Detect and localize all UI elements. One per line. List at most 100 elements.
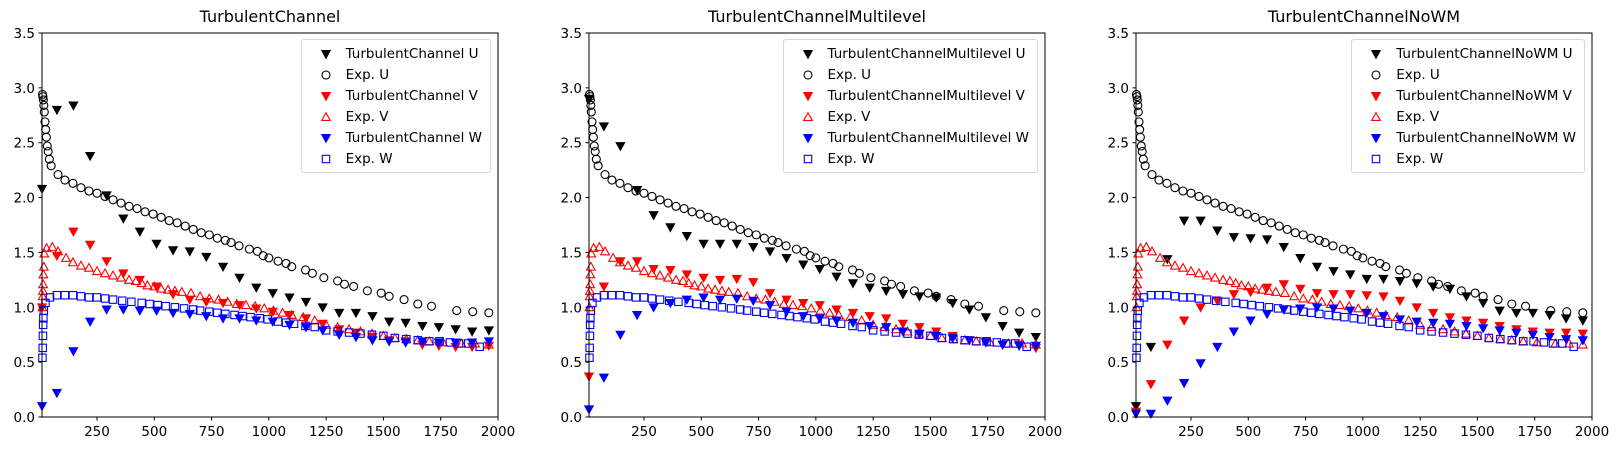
marker-exp-v bbox=[709, 284, 721, 294]
x-tick-label: 1000 bbox=[1346, 424, 1380, 440]
marker-exp-w bbox=[1415, 326, 1425, 335]
marker-exp-w bbox=[1427, 327, 1436, 336]
legend-marker-sim-w-icon bbox=[1356, 127, 1396, 148]
x-tick-label: 1000 bbox=[252, 424, 286, 440]
x-tick-label: 500 bbox=[141, 424, 167, 440]
marker-exp-v bbox=[222, 296, 233, 306]
marker-exp-v bbox=[646, 267, 658, 278]
marker-exp-u bbox=[132, 203, 142, 214]
marker-sim-w bbox=[417, 337, 428, 347]
marker-exp-v bbox=[297, 311, 309, 322]
legend-entry: Exp. W bbox=[306, 148, 482, 169]
marker-sim-w bbox=[731, 294, 742, 304]
marker-exp-v bbox=[584, 285, 596, 295]
marker-exp-u bbox=[1162, 178, 1172, 188]
marker-exp-w bbox=[1473, 331, 1482, 341]
marker-exp-v bbox=[702, 283, 714, 293]
series-sim-v bbox=[1130, 280, 1588, 417]
marker-sim-v bbox=[897, 319, 909, 330]
marker-exp-v bbox=[231, 298, 243, 308]
marker-sim-u bbox=[964, 305, 975, 315]
legend-label: Exp. V bbox=[1396, 108, 1440, 125]
marker-exp-u bbox=[1234, 207, 1244, 217]
marker-exp-w-icon bbox=[1371, 154, 1381, 163]
marker-sim-w bbox=[598, 373, 610, 383]
marker-exp-v bbox=[52, 245, 64, 256]
marker-sim-w bbox=[118, 305, 129, 315]
marker-exp-v bbox=[1169, 260, 1181, 270]
marker-exp-u bbox=[1578, 308, 1588, 318]
legend-label: Exp. W bbox=[345, 150, 393, 167]
marker-exp-w bbox=[1273, 304, 1283, 313]
legend-entry: Exp. V bbox=[306, 106, 482, 127]
marker-exp-v bbox=[1270, 286, 1282, 296]
marker-exp-w bbox=[880, 327, 889, 336]
x-tick-label: 1500 bbox=[366, 424, 400, 440]
legend-entry: TurbulentChannel U bbox=[306, 43, 482, 64]
marker-exp-w bbox=[221, 309, 230, 319]
marker-sim-w bbox=[1328, 304, 1339, 314]
marker-exp-u bbox=[695, 209, 705, 219]
marker-sim-w bbox=[681, 295, 692, 305]
marker-sim-v bbox=[1478, 318, 1489, 328]
marker-exp-w bbox=[117, 296, 127, 305]
marker-exp-u bbox=[140, 207, 150, 217]
marker-exp-w bbox=[655, 295, 665, 304]
legend-label: TurbulentChannel V bbox=[345, 87, 478, 104]
marker-exp-u bbox=[946, 295, 956, 305]
x-tick-label: 1250 bbox=[856, 424, 890, 440]
marker-sim-w bbox=[964, 336, 975, 346]
marker-sim-u bbox=[1013, 328, 1025, 338]
marker-exp-w bbox=[664, 296, 674, 305]
marker-exp-v bbox=[37, 285, 49, 295]
x-tick-label: 2000 bbox=[1028, 424, 1062, 440]
marker-sim-w bbox=[1245, 316, 1256, 326]
legend-label: TurbulentChannelMultilevel U bbox=[827, 45, 1026, 62]
marker-exp-v bbox=[689, 279, 700, 290]
marker-exp-w bbox=[367, 330, 377, 339]
marker-exp-w bbox=[1324, 310, 1333, 320]
marker-exp-u bbox=[1298, 230, 1308, 240]
marker-exp-v bbox=[1316, 296, 1327, 306]
marker-exp-w bbox=[1496, 334, 1505, 344]
marker-sim-u bbox=[615, 142, 626, 152]
marker-sim-u bbox=[450, 325, 461, 335]
marker-sim-w bbox=[814, 314, 825, 324]
series-sim-w bbox=[36, 305, 494, 412]
marker-exp-v bbox=[123, 274, 135, 284]
marker-exp-v bbox=[38, 261, 50, 271]
marker-exp-u bbox=[1202, 195, 1212, 205]
series-exp-w bbox=[585, 290, 1031, 363]
marker-sim-v bbox=[1328, 290, 1339, 300]
marker-exp-v bbox=[1472, 330, 1483, 340]
y-tick-label: 0.5 bbox=[561, 355, 582, 371]
marker-exp-u bbox=[896, 281, 906, 291]
marker-exp-v bbox=[630, 262, 642, 272]
legend-label: Exp. U bbox=[345, 66, 390, 83]
marker-exp-w bbox=[1231, 298, 1240, 308]
legend-label: Exp. V bbox=[345, 108, 389, 125]
data-points bbox=[1130, 89, 1589, 420]
marker-exp-w bbox=[1178, 293, 1188, 302]
marker-sim-v bbox=[1444, 313, 1456, 323]
marker-exp-w bbox=[38, 331, 48, 341]
marker-exp-u bbox=[591, 154, 601, 164]
y-tick-label: 3.5 bbox=[561, 26, 582, 42]
data-points bbox=[36, 89, 495, 412]
marker-exp-v bbox=[584, 278, 596, 289]
marker-sim-v bbox=[1311, 289, 1323, 299]
marker-exp-v bbox=[277, 307, 288, 317]
marker-sim-v bbox=[631, 257, 643, 267]
marker-exp-u bbox=[1133, 107, 1143, 117]
marker-sim-u bbox=[1245, 234, 1256, 244]
marker-exp-v bbox=[796, 300, 808, 311]
marker-exp-u bbox=[973, 301, 984, 311]
legend-entry: TurbulentChannel V bbox=[306, 85, 482, 106]
legend: TurbulentChannelMultilevel U Exp. U Turbul… bbox=[782, 39, 1038, 173]
marker-exp-u bbox=[727, 221, 737, 231]
marker-exp-w bbox=[84, 293, 94, 302]
marker-exp-u bbox=[172, 218, 182, 228]
marker-exp-u bbox=[1338, 244, 1348, 254]
y-tick-label: 2.0 bbox=[1108, 191, 1129, 207]
marker-exp-u bbox=[273, 256, 283, 266]
